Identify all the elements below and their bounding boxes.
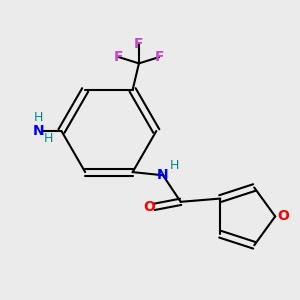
Text: F: F [134, 38, 144, 51]
Text: O: O [143, 200, 155, 214]
Text: N: N [157, 168, 169, 182]
Text: O: O [277, 209, 289, 224]
Text: F: F [154, 50, 164, 64]
Text: H: H [170, 159, 179, 172]
Text: H: H [44, 132, 53, 145]
Text: N: N [32, 124, 44, 138]
Text: F: F [114, 50, 123, 64]
Text: H: H [33, 111, 43, 124]
